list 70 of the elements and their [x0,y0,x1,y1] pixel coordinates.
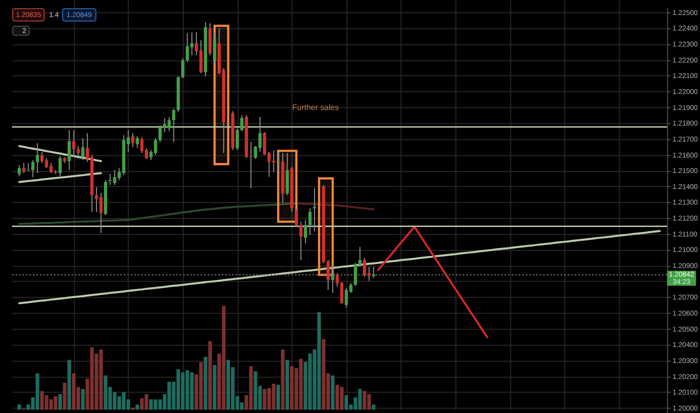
candlestick [172,108,176,143]
bar [81,388,85,410]
bar [204,356,208,410]
bar [222,306,226,410]
candlestick [299,221,302,261]
candlestick [372,266,376,278]
candlestick [354,262,358,286]
candlestick [40,152,44,164]
bar [212,365,216,410]
bar [180,372,185,410]
annotation: Further sales [292,103,339,112]
bar [122,392,126,410]
candlestick [68,130,71,171]
bar [372,404,376,410]
candlestick [236,128,239,151]
candlestick [181,58,184,79]
candlestick [22,162,26,174]
bar [272,384,276,410]
candlestick [304,219,308,244]
candlestick [108,174,112,186]
candlestick [44,158,48,169]
candlestick [326,260,330,290]
candlestick [18,164,21,177]
bar [140,398,144,410]
candlestick [158,124,162,143]
candlestick [136,136,139,149]
bar [340,386,344,410]
candlestick [72,130,76,158]
line-series [18,202,298,225]
candlestick [154,138,158,156]
candlestick [294,207,298,228]
bar [276,384,280,410]
candlestick [212,32,216,65]
candlestick [58,156,62,177]
candlestick [308,208,312,236]
candlestick [331,264,334,294]
candlestick [276,152,280,172]
line-series [18,172,102,183]
bar [208,341,212,410]
line-series [377,226,488,338]
line-series [18,230,661,304]
bar [226,360,230,410]
candlestick [76,146,80,157]
bar [136,404,140,410]
bar [17,404,22,410]
bar [290,366,294,410]
candlestick [94,186,98,213]
candlestick [26,162,30,172]
candlestick [31,160,34,178]
candlestick [81,138,84,161]
candlestick [286,152,289,196]
candlestick [362,257,366,278]
candlestick [131,132,134,148]
bar [285,360,290,410]
bar [62,382,66,410]
candlestick [36,142,40,174]
bar [67,360,72,410]
candlestick [99,192,103,234]
bar [344,395,348,410]
candlestick [199,40,203,74]
candlestick [240,114,244,132]
bar [330,375,334,410]
candlestick [49,162,53,174]
bar [176,369,180,410]
bar [280,349,285,410]
candlestick [312,188,316,232]
bar [335,384,340,410]
candlestick [358,246,362,268]
bar [58,394,62,410]
bar [72,373,76,410]
